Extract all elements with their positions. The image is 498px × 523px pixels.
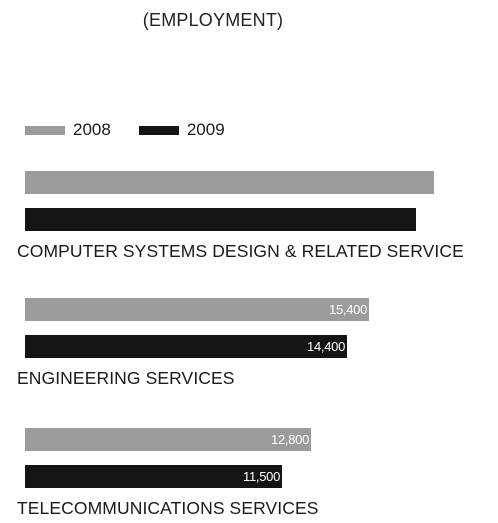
bar-value-2009-telecommunications: 11,500 [243,469,280,484]
legend-swatch-2008 [25,126,65,135]
bar-2009-telecommunications: 11,500 [25,465,282,488]
bar-value-2008-engineering: 15,400 [329,302,367,317]
legend-swatch-2009 [139,126,179,135]
bar-2008-engineering: 15,400 [25,298,369,321]
bar-2009-engineering: 14,400 [25,335,347,358]
legend-item-2008: 2008 [25,120,111,140]
chart-subtitle: (EMPLOYMENT) [0,6,498,34]
legend-label-2008: 2008 [73,120,111,140]
bar-value-2008-telecommunications: 12,800 [271,432,309,447]
legend: 2008 2009 [25,118,253,142]
bar-2009-computer-systems [25,208,416,231]
legend-label-2009: 2009 [187,120,225,140]
category-label-computer-systems: COMPUTER SYSTEMS DESIGN & RELATED SERVIC… [17,240,464,262]
category-label-telecommunications: TELECOMMUNICATIONS SERVICES [17,497,319,519]
category-label-engineering: ENGINEERING SERVICES [17,367,235,389]
legend-item-2009: 2009 [139,120,225,140]
bar-2008-computer-systems [25,171,434,194]
bar-value-2009-engineering: 14,400 [307,339,345,354]
bar-2008-telecommunications: 12,800 [25,428,311,451]
